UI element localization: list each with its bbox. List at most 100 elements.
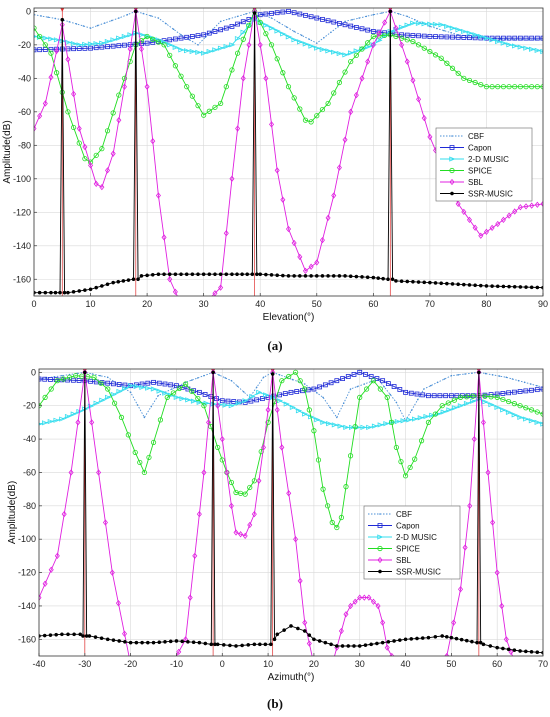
data-point: [397, 387, 403, 392]
data-point: [291, 378, 294, 381]
data-point: [48, 633, 53, 637]
x-tick-label: 50: [312, 299, 322, 309]
data-point: [415, 20, 423, 27]
data-point: [488, 401, 495, 408]
data-point: [258, 272, 263, 277]
data-point: [139, 384, 146, 390]
data-point: [71, 289, 76, 294]
data-point: [234, 35, 242, 42]
data-point: [512, 43, 519, 49]
data-point: [190, 302, 194, 307]
data-point: [235, 272, 239, 277]
data-point: [431, 393, 437, 399]
data-point: [282, 391, 288, 397]
data-point: [54, 552, 60, 560]
data-point: [432, 411, 438, 417]
data-point: [279, 378, 285, 384]
data-point: [472, 79, 478, 86]
data-point: [110, 43, 116, 49]
data-point: [314, 259, 320, 266]
data-point: [348, 108, 354, 115]
data-point: [219, 398, 225, 404]
data-point: [427, 133, 433, 141]
data-point: [60, 376, 67, 382]
data-point: [417, 415, 424, 421]
data-point: [512, 284, 517, 289]
data-point: [167, 52, 173, 58]
data-point: [132, 449, 138, 456]
data-point: [357, 394, 363, 400]
data-point: [534, 409, 540, 415]
data-point: [269, 273, 274, 277]
data-point: [343, 424, 350, 431]
data-point: [501, 284, 506, 289]
data-point: [196, 389, 202, 395]
data-point: [320, 419, 327, 425]
data-point: [399, 279, 404, 284]
data-point: [484, 284, 489, 288]
data-point: [297, 253, 303, 261]
data-point: [228, 18, 230, 20]
data-point: [96, 24, 99, 27]
data-point: [291, 37, 298, 43]
data-point: [524, 285, 528, 289]
data-point: [426, 393, 431, 399]
data-point: [307, 633, 312, 637]
data-point: [42, 394, 48, 400]
data-point: [155, 37, 162, 43]
data-point: [218, 284, 224, 291]
data-point: [274, 56, 280, 62]
data-point: [172, 63, 178, 69]
data-point: [157, 417, 164, 423]
data-point: [500, 407, 507, 413]
data-point: [319, 46, 326, 53]
data-point: [54, 632, 59, 637]
series-layer: [34, 8, 543, 307]
data-point: [365, 58, 371, 65]
data-point: [161, 42, 167, 48]
data-point: [357, 369, 363, 375]
data-point: [348, 602, 354, 610]
x-tick-label: -20: [124, 659, 137, 669]
data-point: [358, 17, 360, 19]
data-point: [73, 373, 79, 379]
data-point: [499, 602, 505, 610]
x-tick-label: 60: [492, 659, 502, 669]
data-point: [88, 162, 94, 169]
data-point: [400, 418, 407, 424]
x-tick-label: -40: [32, 659, 45, 669]
data-point: [76, 125, 82, 132]
data-point: [438, 55, 444, 61]
data-point: [331, 49, 338, 55]
data-point: [352, 423, 358, 430]
data-point: [365, 40, 371, 46]
data-point: [110, 391, 117, 398]
data-point: [283, 401, 290, 407]
data-point: [466, 30, 474, 36]
data-point: [427, 21, 434, 27]
data-point: [149, 662, 153, 667]
x-axis-label: Elevation(°): [263, 312, 315, 323]
legend-label: 2-D MUSIC: [396, 533, 437, 542]
data-point: [330, 31, 332, 34]
data-point: [297, 11, 303, 17]
data-point: [292, 274, 297, 278]
data-point: [365, 275, 370, 280]
legend-marker: [449, 178, 455, 186]
data-point: [406, 15, 409, 18]
data-point: [384, 394, 390, 400]
data-point: [228, 479, 235, 486]
data-point: [105, 386, 111, 392]
data-point: [42, 47, 48, 52]
data-point: [407, 464, 413, 471]
data-point: [532, 662, 536, 667]
data-point: [506, 647, 511, 652]
data-point: [416, 398, 419, 401]
data-point: [48, 50, 54, 56]
data-point: [457, 394, 464, 400]
data-point: [340, 644, 345, 648]
data-point: [466, 77, 473, 84]
data-point: [203, 374, 205, 377]
data-point: [410, 33, 416, 38]
data-point: [150, 405, 153, 408]
